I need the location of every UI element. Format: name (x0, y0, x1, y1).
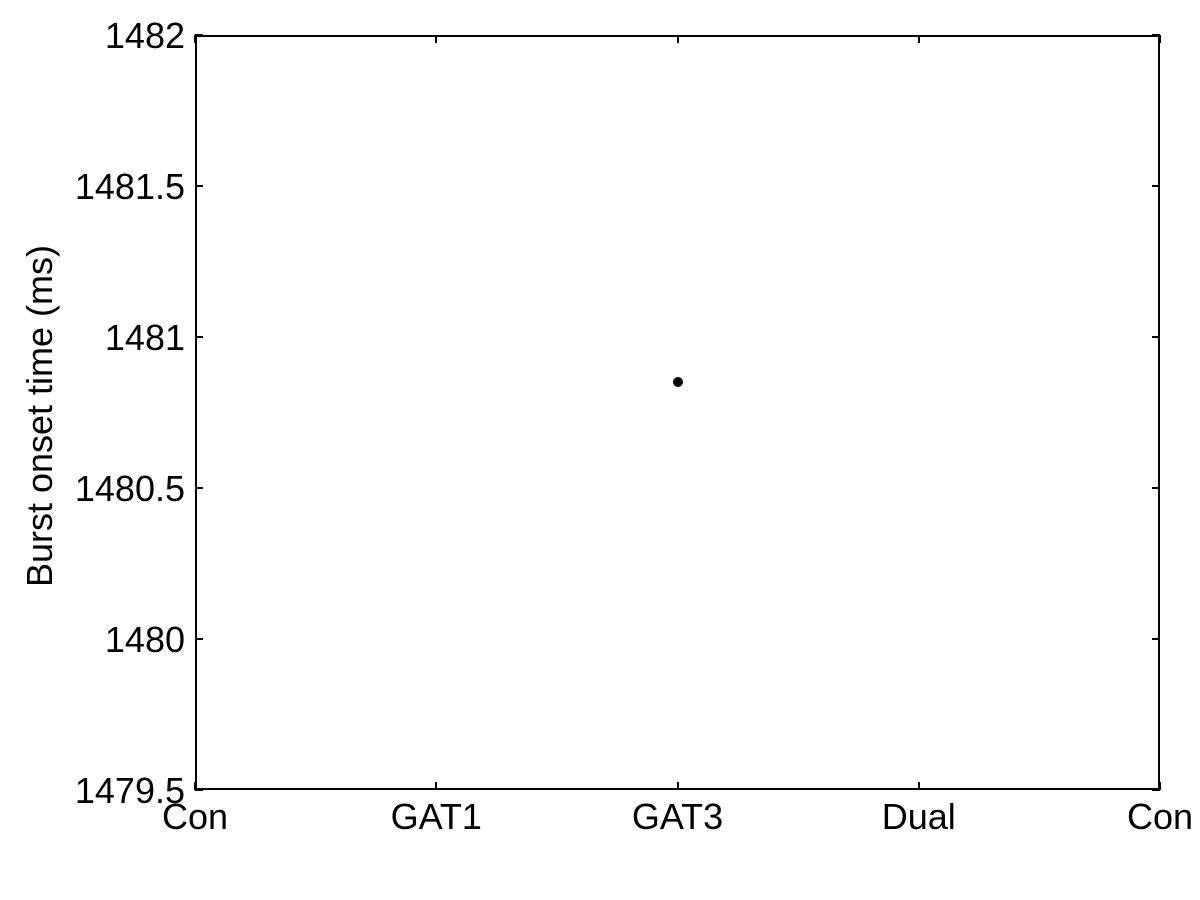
x-tick (918, 782, 920, 790)
x-tick (677, 35, 679, 43)
x-tick (918, 35, 920, 43)
x-tick (435, 35, 437, 43)
x-tick (1159, 35, 1161, 43)
y-tick-label: 1480.5 (45, 468, 185, 510)
x-tick (194, 782, 196, 790)
x-tick (194, 35, 196, 43)
x-tick-label: GAT3 (598, 796, 758, 838)
plot-area (195, 35, 1160, 790)
y-tick (1152, 487, 1160, 489)
y-tick (195, 185, 203, 187)
y-tick-label: 1482 (45, 15, 185, 57)
x-tick-label: Con (115, 796, 275, 838)
y-tick-label: 1481 (45, 317, 185, 359)
y-tick (195, 34, 203, 36)
y-tick (1152, 185, 1160, 187)
x-tick-label: Dual (839, 796, 999, 838)
x-tick-label: Con (1080, 796, 1200, 838)
y-tick (195, 336, 203, 338)
y-tick (195, 638, 203, 640)
data-point (673, 377, 683, 387)
x-tick-label: GAT1 (356, 796, 516, 838)
y-tick (1152, 336, 1160, 338)
x-tick (435, 782, 437, 790)
y-tick (1152, 638, 1160, 640)
x-tick (677, 782, 679, 790)
y-tick (195, 487, 203, 489)
y-tick-label: 1480 (45, 619, 185, 661)
y-tick-label: 1481.5 (45, 166, 185, 208)
x-tick (1159, 782, 1161, 790)
y-tick (195, 789, 203, 791)
scatter-chart: Burst onset time (ms) 1479.514801480.514… (0, 0, 1200, 900)
y-axis-label: Burst onset time (ms) (19, 226, 61, 606)
